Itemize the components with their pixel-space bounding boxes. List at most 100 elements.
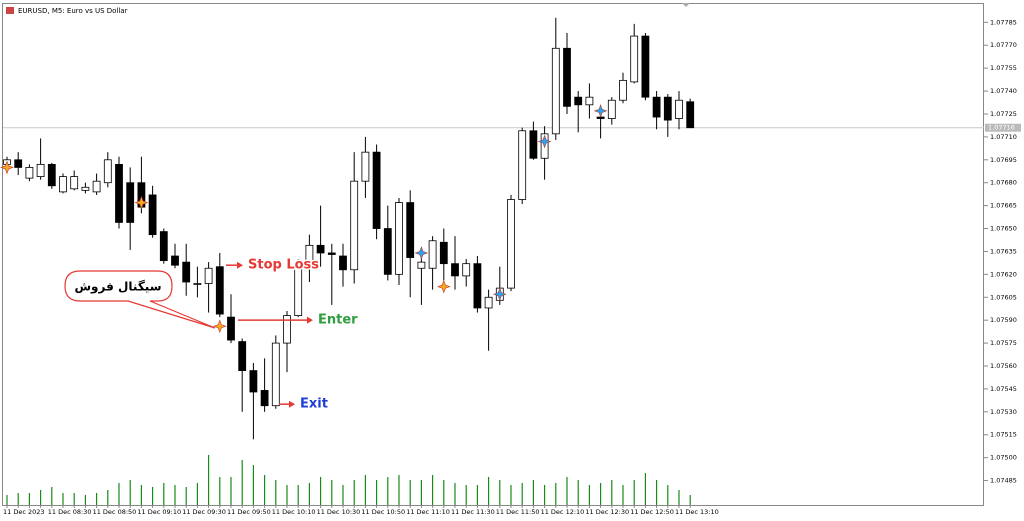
candle-body [641,35,650,98]
y-tick-label: 1.07770 [990,41,1017,49]
y-tick-label: 1.07515 [990,431,1017,439]
x-tick-label: 11 Dec 12:50 [630,508,674,516]
signal-star [212,319,227,334]
x-tick-label: 11 Dec 10:30 [317,508,361,516]
candle-body [686,101,695,129]
x-tick-label: 11 Dec 10:10 [272,508,316,516]
callout-text: سیگنال فروش [74,280,161,295]
y-tick-label: 1.07590 [990,316,1017,324]
candle-body [428,240,437,269]
annotation-label: Enter [318,313,358,328]
plot-frame [2,3,984,506]
candle-body [92,180,101,193]
x-tick-label: 11 Dec 08:50 [93,508,137,516]
y-tick-label: 1.07575 [990,339,1017,347]
candle-body [607,99,616,119]
y-tick-label: 1.07740 [990,87,1017,95]
x-tick-label: 11 Dec 09:30 [182,508,226,516]
candle-body [462,263,471,277]
x-tick-label: 11 Dec 10:50 [361,508,405,516]
signal-star [436,279,451,294]
candle-body [339,255,347,271]
candle-body [372,151,381,229]
y-tick-label: 1.07605 [990,293,1017,301]
signal-star [134,195,149,210]
symbol-icon [6,7,14,14]
candle-body [249,370,258,393]
annotation-label: Exit [300,397,328,412]
candle-body [417,261,426,269]
x-tick-label: 11 Dec 12:10 [541,508,585,516]
candle-body [585,96,594,106]
arrow-head [237,261,243,269]
callout: سیگنال فروش [64,270,216,329]
y-tick-label: 1.07725 [990,110,1017,118]
x-tick-label: 11 Dec 08:30 [48,508,92,516]
y-tick-label: 1.07560 [990,362,1017,370]
candle-body [238,341,247,371]
candle-body [103,159,112,184]
y-tick-label: 1.07545 [990,385,1017,393]
candle-body [260,390,269,407]
candle-body [182,261,191,283]
y-tick-label: 1.07485 [990,477,1017,485]
candle-body [406,202,415,258]
x-tick-label: 11 Dec 11:10 [406,508,450,516]
candle-body [115,163,123,223]
candle-body [675,99,683,119]
candle-body [361,151,370,182]
x-tick-label: 11 Dec 09:50 [227,508,271,516]
candle-body [451,263,459,277]
x-tick-label: 11 Dec 09:10 [137,508,181,516]
candle-body [36,163,45,178]
y-tick-label: 1.07620 [990,270,1017,278]
y-tick-label: 1.07650 [990,225,1017,233]
y-tick-label: 1.07530 [990,408,1017,416]
candle-body [551,47,560,135]
signal-star [537,134,552,149]
candle-body [529,130,538,159]
x-tick-label: 11 Dec 2023 [3,508,45,516]
candle-body [383,228,392,275]
y-tick-label: 1.07680 [990,179,1017,187]
y-tick-label: 1.07665 [990,202,1017,210]
candle-body [25,167,34,179]
candle-body [574,96,583,106]
signal-star [593,104,608,118]
arrow-head [307,316,313,324]
x-tick-label: 11 Dec 13:10 [675,508,719,516]
candle-body [507,199,515,289]
candle-body [484,296,493,309]
signal-star [0,160,14,175]
y-tick-label: 1.07755 [990,64,1017,72]
candle-body [227,316,235,341]
callout-bubble [64,270,216,329]
candle-body [171,255,179,266]
candle-body [148,194,157,236]
y-tick-label: 1.07785 [990,18,1017,26]
chart-title: EURUSD, M5: Euro vs US Dollar [18,7,128,15]
candle-body [70,176,79,190]
shift-marker [682,3,690,7]
candle-body [473,263,482,309]
last-price-box [985,123,1021,132]
candle-body [14,159,23,168]
y-tick-label: 1.07500 [990,454,1017,462]
candle-body [126,182,135,223]
candle-body [215,266,224,315]
candle-body [350,180,359,271]
y-tick-label: 1.07695 [990,156,1017,164]
candle-body [395,202,403,275]
candle-body [439,241,448,265]
candle-body [283,315,291,344]
annotation-label: Stop Loss [248,258,319,273]
candle-body [619,79,627,101]
candle-body [81,186,90,191]
candle-body [271,342,280,407]
candle-body [47,163,56,187]
candle-body [59,176,67,193]
y-tick-label: 1.07710 [990,133,1017,141]
signal-star [492,287,507,302]
x-tick-label: 11 Dec 11:30 [451,508,495,516]
